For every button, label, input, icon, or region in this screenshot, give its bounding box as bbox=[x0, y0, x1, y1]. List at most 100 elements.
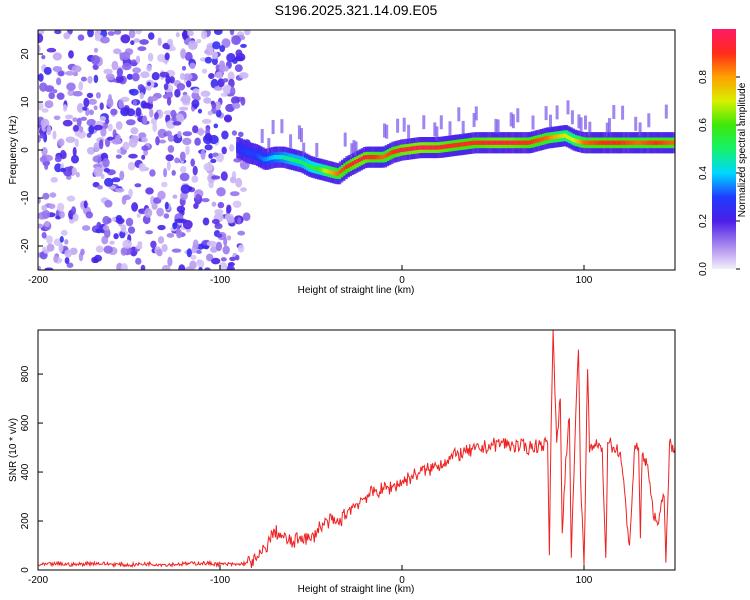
noise-cell bbox=[141, 154, 146, 160]
noise-cell bbox=[140, 264, 146, 270]
colorbar-tick-label: 0.8 bbox=[698, 70, 709, 84]
noise-cell bbox=[137, 84, 145, 91]
ridge-spike-cell bbox=[352, 140, 356, 155]
snr-y-label: SNR (10 * v/v) bbox=[8, 418, 19, 482]
noise-cell bbox=[63, 32, 71, 40]
noise-cell bbox=[214, 101, 221, 111]
ridge-spike-cell bbox=[570, 110, 574, 125]
ridge-spike-cell bbox=[300, 128, 303, 143]
noise-cell bbox=[65, 136, 76, 143]
noise-cell bbox=[190, 254, 197, 260]
noise-cell bbox=[214, 209, 224, 215]
noise-cell bbox=[93, 105, 98, 111]
noise-cell bbox=[161, 181, 168, 188]
noise-cell bbox=[93, 166, 103, 177]
noise-cell bbox=[172, 194, 178, 199]
noise-cell bbox=[212, 51, 218, 60]
noise-cell bbox=[150, 117, 157, 125]
noise-cell bbox=[91, 55, 100, 65]
noise-cell bbox=[182, 137, 192, 146]
noise-cell bbox=[52, 66, 63, 72]
noise-cell bbox=[130, 61, 138, 66]
noise-cell bbox=[220, 171, 228, 181]
noise-cell bbox=[39, 156, 48, 163]
noise-cell bbox=[174, 113, 185, 124]
noise-cell bbox=[44, 100, 54, 109]
noise-cell bbox=[182, 73, 193, 81]
noise-cell bbox=[62, 119, 73, 127]
noise-cell bbox=[196, 95, 201, 101]
noise-cell bbox=[59, 236, 64, 243]
noise-cell bbox=[229, 30, 235, 36]
noise-cell bbox=[138, 208, 144, 213]
noise-cell bbox=[145, 230, 154, 235]
x-tick-label: -100 bbox=[210, 275, 230, 286]
noise-cell bbox=[48, 92, 55, 100]
noise-cell bbox=[229, 176, 237, 184]
noise-cell bbox=[114, 30, 122, 35]
noise-cell bbox=[232, 200, 242, 208]
noise-cell bbox=[128, 153, 138, 159]
snr-x-label: Height of straight line (km) bbox=[298, 584, 415, 595]
noise-cell bbox=[64, 249, 72, 258]
noise-cell bbox=[93, 47, 99, 53]
x-tick-label: 0 bbox=[399, 575, 405, 586]
noise-cell bbox=[56, 202, 65, 212]
noise-cell bbox=[161, 244, 168, 252]
noise-cell bbox=[103, 245, 113, 254]
noise-cell bbox=[42, 192, 50, 200]
ridge-spike-cell bbox=[612, 105, 616, 119]
ridge-spike-cell bbox=[271, 120, 275, 134]
noise-cell bbox=[116, 215, 123, 222]
noise-cell bbox=[226, 216, 235, 224]
noise-cell bbox=[142, 115, 148, 125]
noise-cell bbox=[240, 96, 246, 106]
noise-cell bbox=[166, 233, 175, 238]
colorbar-axis: 0.0 0.2 0.4 0.6 0.8 bbox=[698, 70, 740, 276]
noise-cell bbox=[44, 220, 50, 228]
noise-cell bbox=[100, 36, 110, 44]
noise-cell bbox=[204, 133, 212, 142]
colorbar-tick-label: 0.0 bbox=[698, 262, 709, 276]
noise-cell bbox=[80, 76, 87, 82]
noise-cell bbox=[87, 75, 93, 84]
ridge-spike-cell bbox=[516, 108, 520, 123]
ridge-spike-cell bbox=[457, 107, 461, 122]
ridge-spike-cell bbox=[385, 124, 389, 139]
snr-series-line bbox=[38, 330, 675, 569]
spectrogram-cells bbox=[38, 30, 675, 270]
ridge-spike-cell bbox=[634, 116, 638, 131]
noise-cell bbox=[86, 118, 97, 127]
noise-cell bbox=[182, 131, 192, 137]
noise-cell bbox=[82, 106, 88, 111]
noise-cell bbox=[216, 233, 223, 238]
noise-cell bbox=[203, 162, 213, 172]
noise-cell bbox=[156, 207, 164, 217]
noise-cell bbox=[111, 60, 119, 71]
noise-cell bbox=[54, 155, 62, 163]
noise-cell bbox=[127, 161, 136, 171]
noise-cell bbox=[152, 122, 158, 132]
noise-cell bbox=[180, 48, 187, 59]
spectrogram-x-axis: -200 -100 0 100 bbox=[28, 265, 593, 286]
noise-cell bbox=[120, 34, 131, 44]
noise-cell bbox=[201, 30, 208, 40]
noise-cell bbox=[74, 138, 79, 148]
noise-cell bbox=[72, 213, 79, 222]
noise-cell bbox=[181, 94, 191, 104]
noise-cell bbox=[197, 108, 203, 114]
noise-cell bbox=[64, 239, 69, 245]
noise-cell bbox=[201, 198, 210, 203]
noise-cell bbox=[46, 47, 57, 53]
noise-cell bbox=[132, 67, 142, 74]
noise-cell bbox=[156, 248, 163, 257]
noise-cell bbox=[125, 217, 134, 227]
noise-cell bbox=[230, 86, 236, 96]
noise-cell bbox=[100, 127, 107, 137]
noise-cell bbox=[197, 259, 205, 269]
noise-cell bbox=[56, 92, 65, 100]
noise-cell bbox=[151, 72, 160, 81]
noise-cell bbox=[66, 82, 76, 91]
noise-cell bbox=[83, 200, 88, 209]
